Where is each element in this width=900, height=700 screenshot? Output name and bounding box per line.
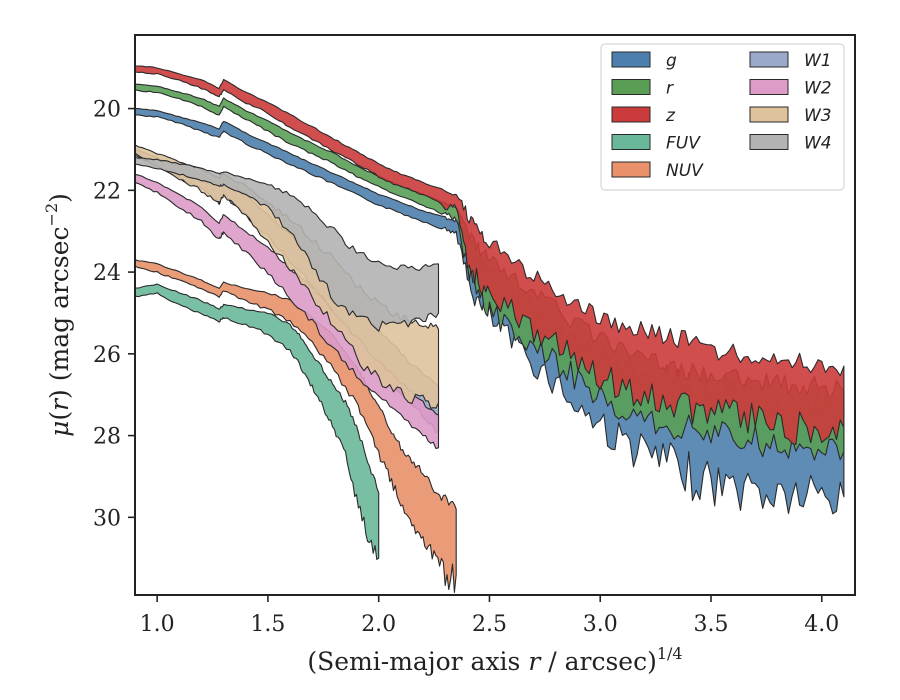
plot-frame	[134, 34, 856, 596]
legend-label-w3: W3	[804, 106, 832, 126]
legend-swatch-r	[611, 79, 651, 95]
x-tick-label: 3.0	[583, 612, 618, 637]
series-band-w4	[135, 156, 440, 332]
legend-label-fuv: FUV	[666, 134, 701, 154]
series-band-w2	[135, 173, 440, 450]
legend-label-nuv: NUV	[666, 161, 704, 181]
x-tick-label: 2.0	[361, 612, 396, 637]
y-tick-label: 30	[93, 506, 121, 531]
series-layer	[135, 65, 845, 593]
y-tick-label: 22	[93, 179, 121, 204]
y-tick-label: 26	[93, 343, 121, 368]
x-tick-label: 2.5	[472, 612, 507, 637]
y-tick-label: 20	[93, 98, 121, 123]
legend-swatch-w2	[749, 79, 789, 95]
legend-swatch-w3	[749, 106, 789, 123]
y-axis: 20 22 24 26 28 30	[93, 98, 135, 531]
legend-label-w2: W2	[804, 79, 832, 99]
legend: grz FUV NUV W1 W2 W3 W4	[600, 43, 845, 191]
legend-label-r: r	[666, 79, 674, 99]
y-tick-label: 24	[93, 261, 121, 286]
series-band-z	[135, 65, 845, 446]
legend-swatch-w4	[749, 134, 789, 150]
legend-label-z: z	[665, 106, 676, 126]
legend-label-w4: W4	[804, 134, 832, 154]
legend-swatch-g	[611, 51, 651, 68]
legend-swatch-fuv	[611, 134, 651, 150]
legend-label-g: g	[666, 51, 677, 71]
x-tick-label: 4.0	[804, 612, 839, 637]
y-tick-label: 28	[93, 425, 121, 450]
legend-swatch-w1	[749, 51, 789, 68]
x-axis-title: (Semi-major axis r / arcsec)1/4	[307, 644, 682, 676]
legend-swatch-z	[611, 106, 651, 123]
x-tick-label: 1.5	[250, 612, 285, 637]
series-band-nuv	[135, 259, 457, 593]
x-tick-label: 3.5	[694, 612, 729, 637]
x-tick-label: 1.0	[140, 612, 175, 637]
y-axis-title: μ(r) (mag arcsec−2)	[42, 193, 74, 437]
series-band-fuv	[135, 283, 380, 560]
legend-label-w1: W1	[804, 51, 832, 71]
legend-swatch-nuv	[611, 161, 651, 178]
x-axis: 1.0 1.5 2.0 2.5 3.0 3.5 4.0	[140, 595, 839, 637]
